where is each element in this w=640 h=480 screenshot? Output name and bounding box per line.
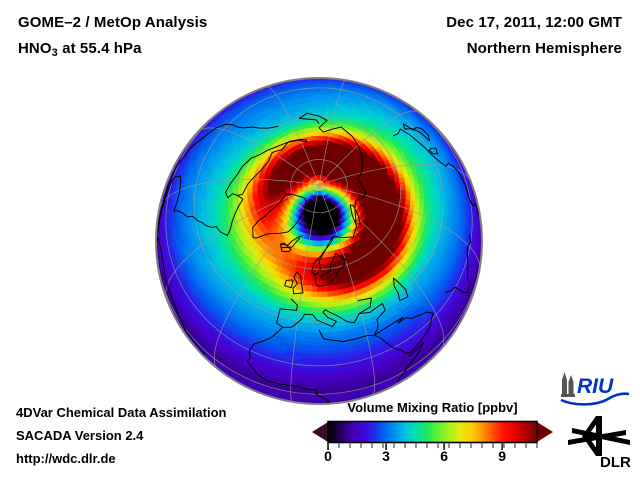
dlr-mark-icon [568,416,630,456]
colorbar-right-arrow [537,422,553,442]
page-title: GOME–2 / MetOp Analysis [18,14,208,31]
colorbar-tick-labels: 0 3 6 9 [310,448,555,468]
species-formula-prefix: HNO [18,40,52,57]
graticule-lines [156,78,482,402]
riu-logo: RIU [560,372,630,406]
colorbar-gradient [327,420,538,444]
method-label: 4DVar Chemical Data Assimilation [16,405,227,420]
colorbar-title: Volume Mixing Ratio [ppbv] [347,400,518,415]
dlr-logo: DLR [568,416,631,470]
hno3-field-layer [156,78,482,404]
colorbar-tick-label: 6 [440,448,449,464]
field-cell-group [268,141,404,285]
riu-wordmark: RIU [577,375,614,398]
colorbar-left-arrow [312,422,328,442]
timestamp-label: Dec 17, 2011, 12:00 GMT [446,14,622,31]
coastline-layer [156,112,480,404]
coastline-paths [156,112,480,404]
riu-tower-icon [561,372,575,397]
colorbar-tick-label: 9 [498,448,507,464]
globe-svg [155,77,483,405]
colorbar-tick-label: 0 [324,448,332,464]
species-pressure-label: HNO3 at 55.4 hPa [18,40,142,59]
globe-map [154,76,484,406]
website-link[interactable]: http://wdc.dlr.de [16,451,116,466]
dlr-wordmark: DLR [600,454,631,470]
region-label: Northern Hemisphere [466,40,622,57]
colorbar-svg [312,420,553,450]
globe-limb [155,77,483,405]
colorbar: Volume Mixing Ratio [ppbv] 0 3 6 9 [310,400,555,475]
graticule-layer [156,78,482,402]
colorbar-tick-label: 3 [382,448,390,464]
version-label: SACADA Version 2.4 [16,428,144,443]
colorbar-ticks [327,442,538,450]
riu-swoosh [560,392,630,406]
species-pressure-suffix: at 55.4 hPa [57,40,142,57]
species-formula-subscript: 3 [51,47,58,60]
